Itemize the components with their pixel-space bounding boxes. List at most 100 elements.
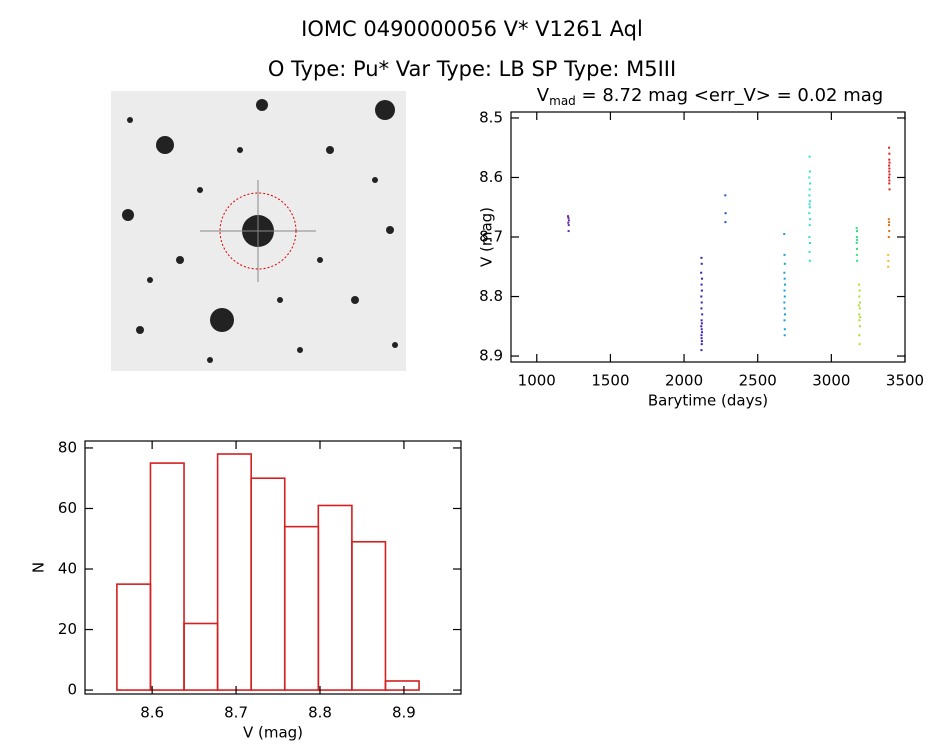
point [855, 227, 858, 230]
y-axis-label: N [30, 562, 48, 573]
plot-frame [84, 440, 462, 695]
point [858, 313, 861, 316]
point [783, 262, 786, 265]
x-tick-label: 3500 [886, 372, 924, 390]
point [783, 283, 786, 286]
point [888, 188, 891, 191]
x-tick-label: 1000 [518, 372, 556, 390]
y-tick-label: 8.6 [479, 168, 503, 186]
point [808, 194, 811, 197]
point [858, 283, 861, 286]
point [888, 164, 891, 167]
point [808, 188, 811, 191]
point [700, 271, 703, 274]
point [783, 253, 786, 256]
y-tick-label: 8.9 [479, 347, 503, 365]
point [808, 206, 811, 209]
x-axis-label: Barytime (days) [648, 392, 768, 410]
point [888, 230, 891, 233]
point [809, 182, 812, 185]
point [887, 259, 890, 262]
point [887, 218, 890, 221]
bar [116, 583, 152, 691]
point [808, 212, 811, 215]
y-tick-label: 8.5 [479, 108, 503, 126]
point [859, 316, 862, 319]
bar [183, 622, 219, 691]
point [700, 301, 703, 304]
point [887, 224, 890, 227]
point [888, 146, 891, 149]
point [700, 343, 703, 346]
point [859, 301, 862, 304]
point [808, 236, 811, 238]
point [700, 256, 703, 259]
point [808, 170, 811, 173]
point [808, 250, 811, 253]
point [856, 238, 859, 241]
point [858, 334, 861, 337]
point [887, 253, 890, 256]
page-subtitle: O Type: Pu* Var Type: LB SP Type: M5III [268, 57, 676, 81]
title-rest: = 8.72 mag <err_V> = 0.02 mag [576, 85, 883, 106]
x-tick-label: 8.8 [308, 704, 332, 722]
plot-frame [510, 111, 906, 363]
point [858, 289, 861, 292]
point [809, 218, 812, 221]
point [701, 331, 704, 334]
point [783, 334, 786, 337]
point [700, 337, 703, 340]
point [888, 161, 891, 164]
point [700, 262, 703, 265]
point [700, 325, 703, 328]
point [887, 265, 890, 268]
point [700, 322, 703, 325]
point [700, 283, 703, 286]
point [808, 200, 811, 203]
y-axis-label: V (mag) [478, 207, 496, 267]
point [724, 212, 727, 215]
point [888, 173, 891, 176]
point [808, 203, 811, 206]
point [858, 295, 861, 298]
y-tick-label: 60 [58, 499, 77, 517]
point [888, 176, 891, 179]
y-tick-label: 40 [58, 560, 77, 578]
point [808, 259, 811, 262]
x-tick-label: 8.6 [140, 704, 164, 722]
point [857, 304, 860, 307]
star-image [111, 91, 406, 371]
point [808, 224, 811, 227]
point [724, 221, 727, 224]
point [700, 340, 703, 343]
point [808, 241, 811, 244]
point [700, 289, 703, 292]
point [567, 215, 570, 218]
point [855, 247, 858, 250]
point [858, 319, 861, 322]
x-tick-label: 2000 [665, 372, 703, 390]
point [701, 313, 704, 316]
point [700, 295, 703, 298]
point [783, 313, 786, 316]
point [888, 158, 891, 161]
point [855, 230, 858, 233]
point [567, 216, 570, 219]
point [888, 182, 891, 185]
bar [149, 462, 185, 691]
point [783, 277, 786, 280]
title-subscript: mad [549, 94, 576, 108]
point [700, 319, 703, 322]
point [700, 334, 703, 337]
point [808, 176, 811, 179]
point [567, 219, 570, 222]
point [567, 224, 570, 227]
point [700, 307, 703, 310]
point [783, 328, 786, 331]
point [858, 343, 861, 346]
y-tick-label: 8.7 [479, 228, 503, 246]
x-tick-label: 8.7 [224, 704, 248, 722]
x-tick-label: 8.9 [392, 704, 416, 722]
y-tick-label: 80 [58, 438, 77, 456]
bar [317, 504, 353, 691]
